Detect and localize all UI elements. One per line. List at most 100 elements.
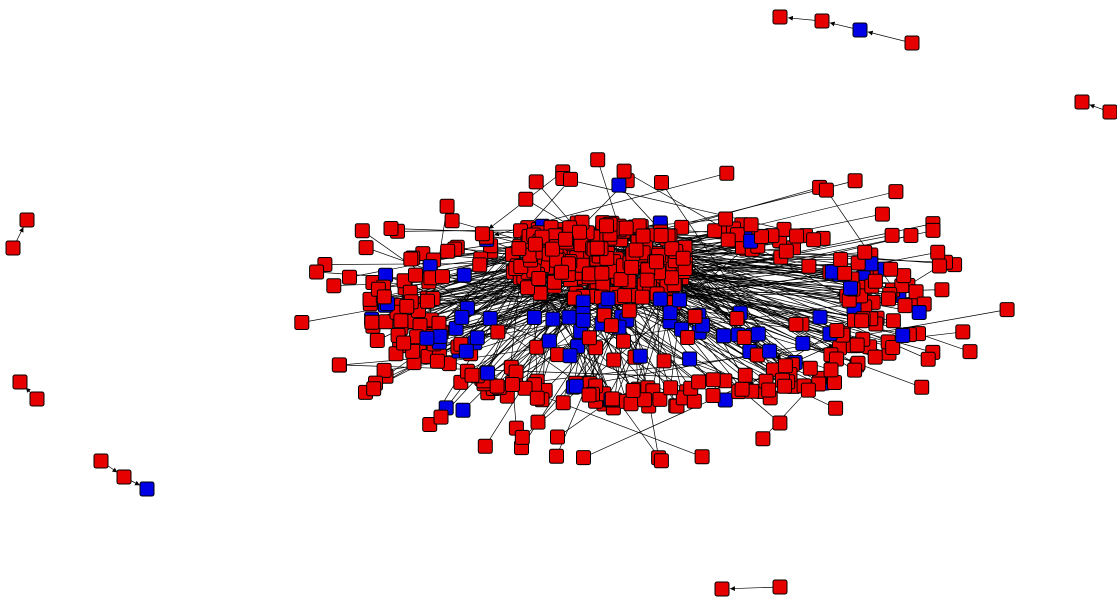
node	[719, 165, 735, 181]
node	[369, 333, 385, 348]
node	[718, 211, 734, 227]
node	[843, 280, 858, 296]
node	[399, 298, 415, 314]
node	[532, 285, 548, 301]
node	[818, 182, 834, 198]
node	[550, 347, 566, 363]
node	[572, 224, 587, 240]
edge	[424, 179, 571, 344]
node	[664, 270, 680, 286]
node	[529, 339, 545, 355]
edges	[12, 15, 1111, 591]
node	[432, 328, 448, 344]
node	[429, 353, 445, 369]
node	[925, 222, 941, 238]
edge	[373, 278, 562, 390]
node	[376, 362, 392, 378]
node	[364, 314, 380, 330]
node	[908, 284, 924, 300]
node	[895, 328, 911, 343]
node	[772, 579, 788, 595]
node	[600, 291, 616, 307]
edge	[826, 189, 901, 300]
node	[568, 378, 584, 394]
node	[734, 381, 750, 397]
node	[562, 348, 578, 364]
node	[778, 243, 794, 259]
node	[529, 390, 545, 406]
node	[393, 313, 409, 329]
node	[408, 267, 423, 283]
node	[12, 374, 28, 390]
node	[716, 328, 732, 344]
edge	[651, 286, 922, 388]
node	[482, 310, 498, 326]
node	[672, 292, 687, 308]
node	[914, 379, 930, 395]
node	[777, 378, 793, 394]
node	[420, 293, 435, 309]
node	[469, 330, 485, 346]
edge	[729, 586, 781, 591]
node	[680, 330, 696, 345]
node	[599, 218, 614, 234]
node	[897, 298, 913, 314]
node	[528, 174, 544, 190]
node	[541, 333, 557, 349]
node	[934, 282, 950, 298]
node	[628, 242, 644, 258]
node	[555, 395, 571, 411]
node	[613, 272, 629, 288]
node	[812, 309, 828, 325]
node	[514, 429, 530, 445]
node	[904, 35, 920, 51]
node	[1074, 94, 1090, 110]
node	[823, 362, 839, 378]
node	[489, 378, 505, 394]
node	[139, 481, 155, 497]
node	[705, 388, 721, 403]
node	[354, 223, 370, 239]
node	[754, 229, 769, 245]
node	[618, 220, 634, 236]
node	[376, 289, 392, 305]
node	[632, 348, 648, 364]
node	[691, 374, 707, 390]
node	[833, 251, 849, 267]
node	[634, 289, 650, 305]
node	[814, 13, 830, 29]
node	[458, 343, 474, 359]
node	[674, 219, 690, 235]
node	[635, 228, 651, 244]
node	[464, 367, 480, 383]
node	[637, 392, 653, 408]
node	[396, 335, 412, 351]
node	[653, 228, 669, 243]
node	[526, 310, 542, 325]
node	[576, 450, 591, 466]
node	[309, 264, 325, 280]
node	[531, 271, 547, 286]
node	[545, 311, 561, 327]
node	[490, 324, 506, 340]
node	[431, 315, 447, 331]
node	[737, 367, 753, 383]
node	[962, 344, 978, 360]
node	[435, 269, 450, 285]
node	[403, 251, 419, 267]
node	[549, 448, 564, 464]
node	[857, 244, 873, 260]
node	[527, 236, 543, 252]
node	[847, 173, 863, 189]
node	[920, 351, 936, 367]
node	[518, 191, 534, 207]
node	[664, 241, 680, 257]
node	[828, 400, 844, 416]
node	[802, 360, 818, 376]
node	[852, 22, 868, 38]
node	[762, 343, 778, 359]
node	[911, 305, 927, 320]
node	[772, 415, 788, 431]
node	[611, 177, 627, 193]
